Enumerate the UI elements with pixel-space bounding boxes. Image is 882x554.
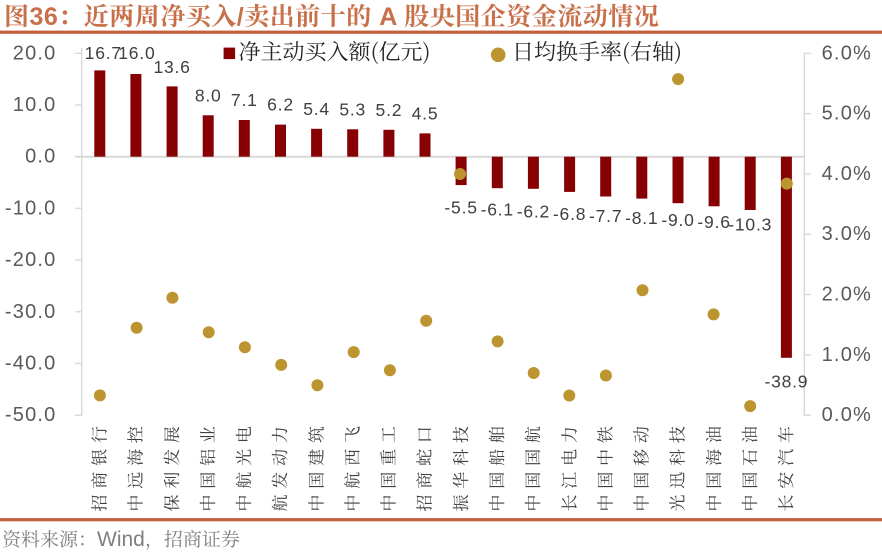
svg-text:中国建筑: 中国建筑 xyxy=(302,420,327,511)
svg-text:-6.1: -6.1 xyxy=(481,200,514,220)
svg-text:长安汽车: 长安汽车 xyxy=(772,420,797,511)
svg-text:-30.0: -30.0 xyxy=(5,301,57,323)
svg-text:光迅科技: 光迅科技 xyxy=(664,420,689,511)
svg-text:-6.2: -6.2 xyxy=(517,202,550,222)
svg-text:中国国航: 中国国航 xyxy=(519,420,544,511)
svg-text:0.0%: 0.0% xyxy=(822,404,872,426)
svg-text:-7.7: -7.7 xyxy=(589,206,622,226)
svg-text:16.0: 16.0 xyxy=(118,43,155,63)
svg-text:16.7: 16.7 xyxy=(85,43,122,63)
svg-text:4.0%: 4.0% xyxy=(822,163,872,185)
svg-text:-20.0: -20.0 xyxy=(5,249,57,271)
svg-text:5.0%: 5.0% xyxy=(822,103,872,125)
svg-text:6.2: 6.2 xyxy=(267,95,294,115)
svg-text:中国铝业: 中国铝业 xyxy=(194,420,219,511)
svg-text:中航西飞: 中航西飞 xyxy=(338,420,363,511)
svg-text:-10.0: -10.0 xyxy=(5,197,57,219)
svg-text:长江电力: 长江电力 xyxy=(555,420,580,511)
svg-text:-9.0: -9.0 xyxy=(661,210,694,230)
svg-text:-38.9: -38.9 xyxy=(764,372,808,392)
svg-text:图36：近两周净买入/卖出前十的 A 股央国企资金流动情况: 图36：近两周净买入/卖出前十的 A 股央国企资金流动情况 xyxy=(4,3,659,31)
svg-text:-9.6: -9.6 xyxy=(697,212,730,232)
svg-text:中远海控: 中远海控 xyxy=(122,420,147,511)
svg-text:净主动买入额(亿元): 净主动买入额(亿元) xyxy=(239,36,431,67)
svg-text:5.2: 5.2 xyxy=(376,100,403,120)
svg-text:日均换手率(右轴): 日均换手率(右轴) xyxy=(512,36,682,67)
svg-text:5.4: 5.4 xyxy=(303,99,330,119)
svg-text:-6.8: -6.8 xyxy=(553,204,586,224)
svg-text:-10.3: -10.3 xyxy=(728,214,772,234)
svg-text:保利发展: 保利发展 xyxy=(158,420,183,511)
svg-text:招商银行: 招商银行 xyxy=(86,420,111,511)
svg-text:6.0%: 6.0% xyxy=(822,42,872,64)
svg-text:0.0: 0.0 xyxy=(25,146,56,168)
svg-text:-50.0: -50.0 xyxy=(5,404,57,426)
svg-text:中国石油: 中国石油 xyxy=(736,420,761,511)
svg-text:8.0: 8.0 xyxy=(195,85,222,105)
svg-text:4.5: 4.5 xyxy=(412,103,439,123)
svg-text:中国船舶: 中国船舶 xyxy=(483,420,508,511)
svg-text:航发动力: 航发动力 xyxy=(266,420,291,511)
svg-text:中国中铁: 中国中铁 xyxy=(591,420,616,511)
svg-text:3.0%: 3.0% xyxy=(822,223,872,245)
svg-text:中国移动: 中国移动 xyxy=(628,420,653,511)
svg-text:中航光电: 中航光电 xyxy=(230,420,255,511)
svg-text:资料来源：Wind，招商证券: 资料来源：Wind，招商证券 xyxy=(2,523,240,553)
svg-text:7.1: 7.1 xyxy=(231,90,258,110)
svg-text:-40.0: -40.0 xyxy=(5,353,57,375)
svg-text:2.0%: 2.0% xyxy=(822,284,872,306)
svg-text:中国重工: 中国重工 xyxy=(375,420,400,511)
svg-text:-8.1: -8.1 xyxy=(625,208,658,228)
svg-text:1.0%: 1.0% xyxy=(822,344,872,366)
svg-text:振华科技: 振华科技 xyxy=(447,420,472,511)
svg-text:13.6: 13.6 xyxy=(153,57,190,77)
svg-text:20.0: 20.0 xyxy=(13,42,57,64)
svg-text:-5.5: -5.5 xyxy=(444,198,477,218)
svg-text:10.0: 10.0 xyxy=(13,94,57,116)
svg-text:中国海油: 中国海油 xyxy=(700,420,725,511)
svg-text:招商蛇口: 招商蛇口 xyxy=(411,420,436,511)
svg-text:5.3: 5.3 xyxy=(339,99,366,119)
